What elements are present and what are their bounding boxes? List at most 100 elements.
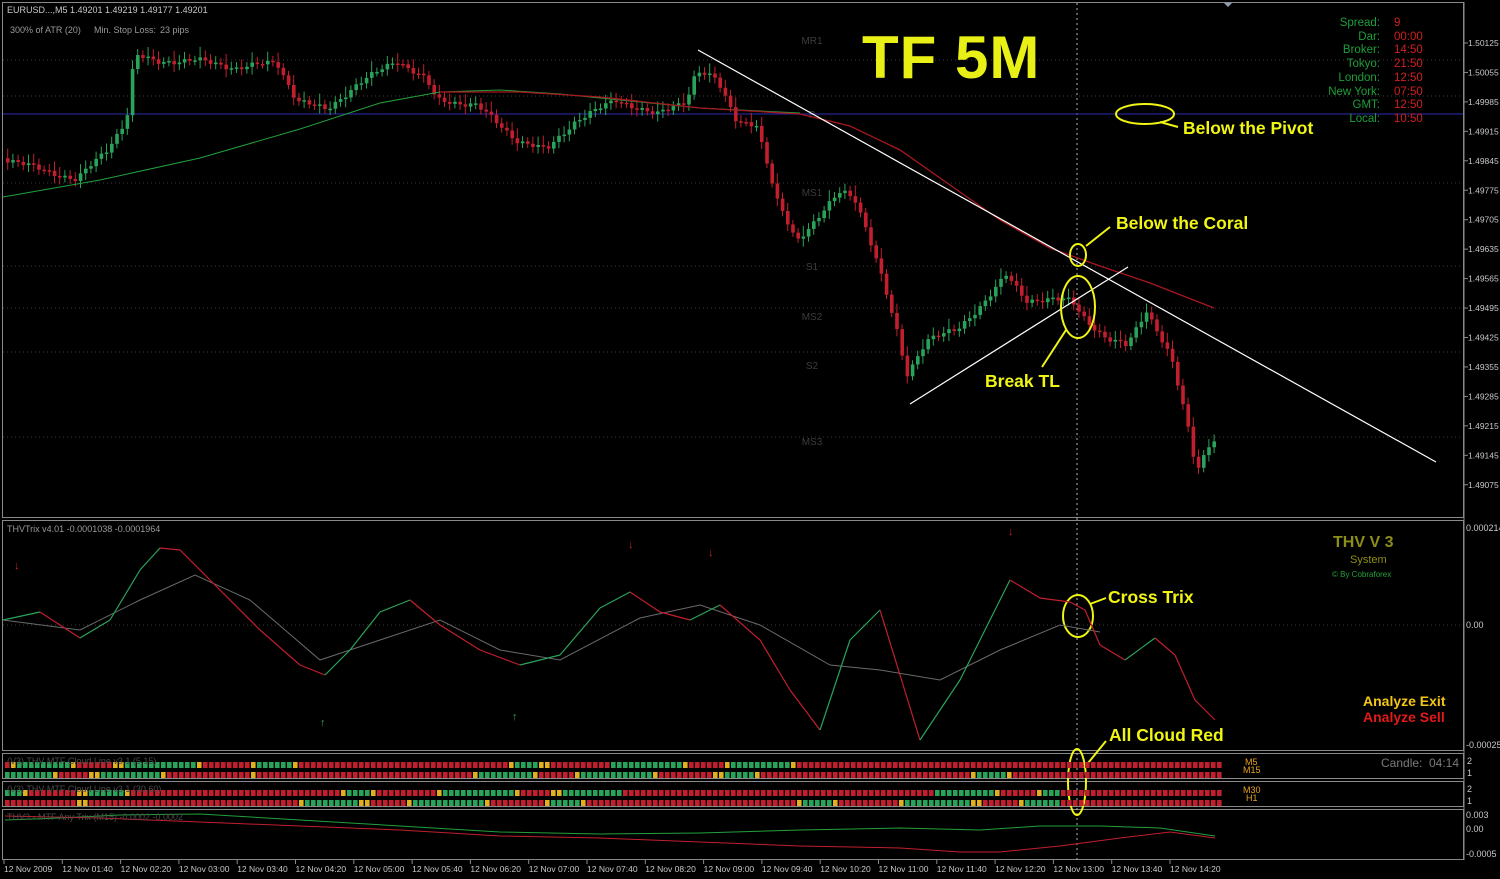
time-tick-label: 12 Nov 04:20 <box>296 864 347 874</box>
cloud-dot <box>419 800 424 806</box>
info-value: 14:50 <box>1394 44 1423 57</box>
down-trendline[interactable] <box>697 49 1437 463</box>
cloud-dot <box>659 762 664 768</box>
trix-segment <box>1154 637 1176 656</box>
cloud-dot <box>59 790 64 796</box>
cloud-dot <box>1085 772 1090 778</box>
cloud-1-axis-2: 2 <box>1467 756 1473 766</box>
candle-body <box>453 101 457 104</box>
cloud-dot <box>551 790 556 796</box>
cloud-dot <box>995 772 1000 778</box>
cloud-dot <box>1091 772 1096 778</box>
cloud-dot <box>887 790 892 796</box>
cloud-dot <box>293 762 298 768</box>
candle-body <box>224 64 228 70</box>
cloud-dot <box>1085 800 1090 806</box>
cloud-dot <box>263 800 268 806</box>
cloud-dot <box>1097 790 1102 796</box>
cloud-dot <box>875 790 880 796</box>
cloud-dot <box>143 800 148 806</box>
cloud-dot <box>407 772 412 778</box>
cloud-dot <box>1193 762 1198 768</box>
cloud-dot <box>731 772 736 778</box>
cloud-dot <box>551 772 556 778</box>
cloud-dot <box>839 790 844 796</box>
cloud-dot <box>95 772 100 778</box>
cloud-dot <box>503 790 508 796</box>
candle-body <box>650 111 655 115</box>
candle-body <box>1118 339 1123 342</box>
shift-marker-icon[interactable] <box>1224 3 1232 7</box>
cloud-dot <box>143 790 148 796</box>
candle-body <box>219 62 223 65</box>
cloud-1-tf-top: M5 <box>1245 757 1258 767</box>
cloud-dot <box>1079 800 1084 806</box>
cloud-dot <box>305 800 310 806</box>
cloud-dot <box>131 762 136 768</box>
cloud-dot <box>395 762 400 768</box>
cloud-dot <box>1193 772 1198 778</box>
price-tick-label: 1.49495 <box>1468 303 1499 313</box>
cloud-dot <box>731 800 736 806</box>
cloud-dot <box>1145 762 1150 768</box>
cloud-dot <box>893 762 898 768</box>
cloud-dot <box>605 800 610 806</box>
cloud-dot <box>371 800 376 806</box>
candle-body <box>333 101 338 109</box>
cloud-dot <box>1193 790 1198 796</box>
candle-body <box>791 224 795 233</box>
candle-body <box>708 73 712 76</box>
time-tick-label: 12 Nov 07:40 <box>587 864 638 874</box>
cloud-dot <box>1205 790 1210 796</box>
cloud-dot <box>41 762 46 768</box>
candle-body <box>11 160 15 163</box>
cloud-dot <box>197 800 202 806</box>
cloud-dot <box>491 800 496 806</box>
trix-header: THVTrix v4.01 -0.0001038 -0.0001964 <box>7 524 161 534</box>
candle-body <box>952 329 956 332</box>
cloud-dot <box>1073 790 1078 796</box>
trix-segment <box>259 629 301 666</box>
cloud-dot <box>329 762 334 768</box>
cloud-dot <box>1121 762 1126 768</box>
trix-axis-top: 0.000214 <box>1466 523 1500 533</box>
cloud-dot <box>1025 772 1030 778</box>
candle-body <box>167 61 171 63</box>
cloud-dot <box>911 762 916 768</box>
cloud-dot <box>1055 772 1060 778</box>
time-tick-label: 12 Nov 14:20 <box>1170 864 1221 874</box>
cloud-dot <box>1007 772 1012 778</box>
cloud-dot <box>1145 790 1150 796</box>
cloud-dot <box>383 772 388 778</box>
cloud-dot <box>791 762 796 768</box>
cloud-dot <box>881 762 886 768</box>
mtf-axis-bottom: -0.0005 <box>1466 849 1497 859</box>
cloud-dot <box>731 790 736 796</box>
cloud-dot <box>533 772 538 778</box>
cloud-dot <box>1199 790 1204 796</box>
candle-body <box>692 76 696 95</box>
cloud-dot <box>1175 762 1180 768</box>
cloud-dot <box>293 800 298 806</box>
cloud-dot <box>1115 800 1120 806</box>
candle-timer-label: Candle: <box>1381 756 1423 770</box>
candle-body <box>1051 297 1055 300</box>
cloud-dot <box>947 800 952 806</box>
cloud-dot <box>683 772 688 778</box>
cloud-dot <box>1115 790 1120 796</box>
cloud-dot <box>191 762 196 768</box>
cloud-dot <box>89 772 94 778</box>
candle-body <box>520 141 525 144</box>
time-tick-label: 12 Nov 08:20 <box>645 864 696 874</box>
cloud-dot <box>863 762 868 768</box>
cloud-dot <box>983 772 988 778</box>
coral-line <box>440 91 1215 309</box>
cloud-dot <box>827 762 832 768</box>
candle-body <box>1025 295 1029 303</box>
cloud-dot <box>1061 800 1066 806</box>
cloud-dot <box>755 800 760 806</box>
cloud-dot <box>5 790 10 796</box>
cloud-dot <box>1103 800 1108 806</box>
cloud-dot <box>119 762 124 768</box>
